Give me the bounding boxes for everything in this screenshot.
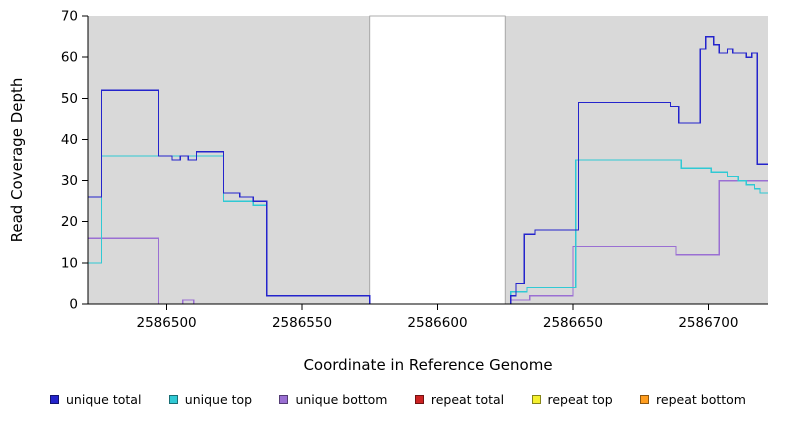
y-tick-label: 30 xyxy=(61,173,78,189)
x-tick-label: 2586600 xyxy=(407,315,467,331)
y-tick-label: 10 xyxy=(61,255,78,271)
y-axis-title: Read Coverage Depth xyxy=(8,78,26,243)
legend-label: repeat top xyxy=(547,392,613,407)
y-tick-label: 20 xyxy=(61,214,78,230)
chart-legend: unique total unique top unique bottom repea… xyxy=(0,392,792,407)
legend-label: unique total xyxy=(66,392,142,407)
x-tick-label: 2586650 xyxy=(543,315,603,331)
y-tick-label: 60 xyxy=(61,50,78,66)
y-tick-label: 0 xyxy=(69,297,78,313)
legend-label: repeat bottom xyxy=(656,392,746,407)
legend-item-unique-bottom: unique bottom xyxy=(279,392,388,407)
legend-swatch-unique-total xyxy=(50,395,59,404)
legend-swatch-repeat-top xyxy=(531,395,541,404)
y-tick-label: 40 xyxy=(61,132,78,148)
legend-item-repeat-bottom: repeat bottom xyxy=(640,392,746,407)
legend-item-repeat-top: repeat top xyxy=(531,392,613,407)
no-data-region xyxy=(369,15,506,305)
legend-swatch-repeat-total xyxy=(414,395,424,404)
legend-label: unique bottom xyxy=(295,392,388,407)
x-tick-label: 2586700 xyxy=(678,315,738,331)
legend-label: repeat total xyxy=(430,392,505,407)
series-line-unique-top xyxy=(88,155,768,305)
x-axis-title: Coordinate in Reference Genome xyxy=(303,356,552,374)
coverage-chart: 2586500 2586550 2586600 2586650 2586700 0 10 20… xyxy=(8,9,768,374)
series-line-unique-total xyxy=(88,35,768,305)
legend-item-repeat-total: repeat total xyxy=(414,392,505,407)
legend-label: unique top xyxy=(184,392,253,407)
legend-swatch-unique-bottom xyxy=(279,395,289,404)
legend-item-unique-total: unique total xyxy=(50,392,141,407)
legend-swatch-repeat-bottom xyxy=(640,395,650,404)
legend-swatch-unique-top xyxy=(168,395,178,404)
legend-item-unique-top: unique top xyxy=(168,392,253,407)
x-tick-label: 2586500 xyxy=(137,315,197,331)
y-tick-label: 70 xyxy=(61,9,78,25)
y-tick-label: 50 xyxy=(61,91,78,107)
x-tick-label: 2586550 xyxy=(272,315,332,331)
